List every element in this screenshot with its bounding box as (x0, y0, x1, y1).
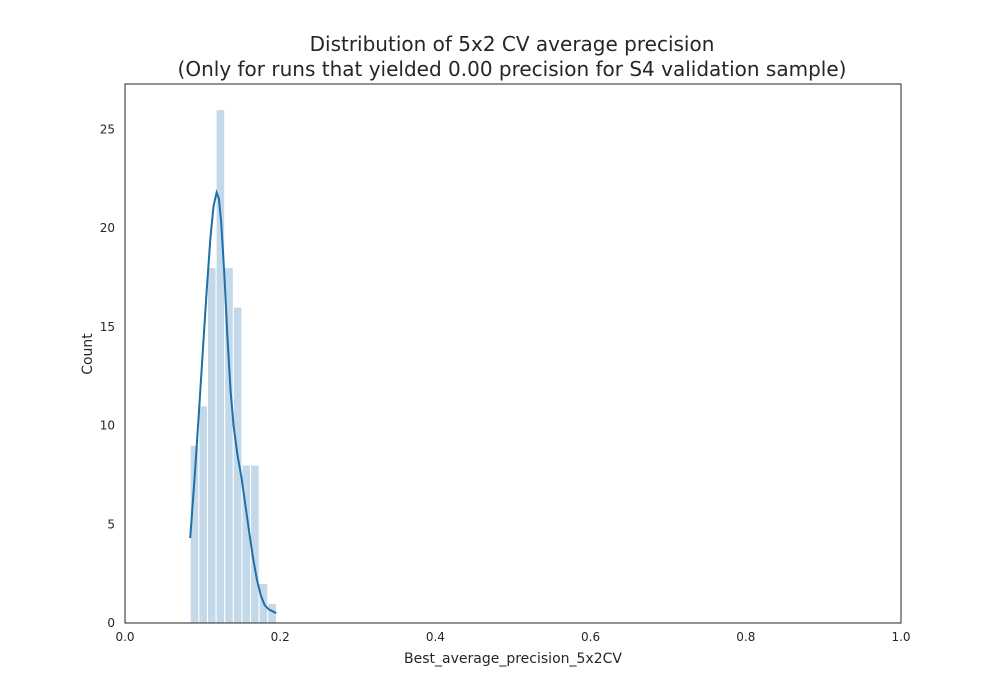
y-tick-label-2: 10 (100, 419, 115, 433)
x-tick-label-1: 0.2 (271, 630, 290, 644)
y-tick-label-5: 25 (100, 122, 115, 136)
y-axis-ticks: 0 5 10 15 20 25 (100, 122, 115, 630)
y-tick-label-0: 0 (107, 616, 115, 630)
plot-frame (124, 83, 902, 624)
x-tick-label-0: 0.0 (115, 630, 134, 644)
x-tick-label-5: 1.0 (891, 630, 910, 644)
kde-curve (189, 189, 277, 614)
y-tick-label-4: 20 (100, 221, 115, 235)
x-axis-ticks: 0.0 0.2 0.4 0.6 0.8 1.0 (115, 630, 910, 644)
chart-title-line2: (Only for runs that yielded 0.00 precisi… (178, 57, 847, 81)
histogram-bars (189, 109, 277, 624)
x-tick-label-2: 0.4 (426, 630, 445, 644)
x-tick-label-4: 0.8 (736, 630, 755, 644)
histogram-bar-3 (215, 109, 226, 624)
y-tick-label-3: 15 (100, 320, 115, 334)
histogram-bar-1 (198, 405, 208, 624)
histogram-bar-5 (232, 306, 243, 624)
x-axis-label: Best_average_precision_5x2CV (404, 651, 622, 667)
chart-title-line1: Distribution of 5x2 CV average precision (310, 32, 715, 56)
y-axis-label: Count (80, 333, 96, 375)
histogram-bar-2 (206, 267, 217, 624)
x-tick-label-3: 0.6 (581, 630, 600, 644)
y-tick-label-1: 5 (107, 517, 115, 531)
